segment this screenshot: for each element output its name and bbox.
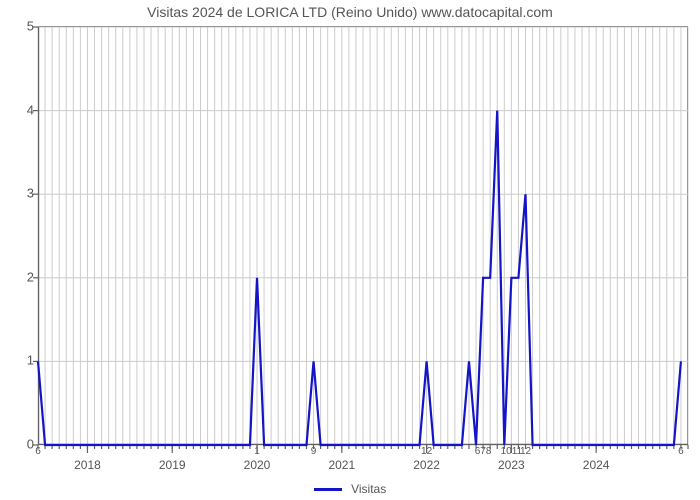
- x-value-label: 678: [475, 446, 492, 457]
- x-value-label: 12: [520, 446, 531, 457]
- x-year-label: 2024: [583, 458, 610, 472]
- y-tick-label: 5: [4, 19, 34, 34]
- x-year-label: 2022: [413, 458, 440, 472]
- x-value-label: 1: [254, 446, 260, 457]
- legend-swatch: [314, 488, 342, 491]
- x-value-label: 9: [311, 446, 317, 457]
- legend: Visitas: [0, 482, 700, 496]
- y-tick-label: 0: [4, 437, 34, 452]
- x-year-label: 2020: [244, 458, 271, 472]
- x-value-label: 1011: [501, 446, 523, 457]
- chart-title: Visitas 2024 de LORICA LTD (Reino Unido)…: [0, 4, 700, 20]
- y-tick-label: 2: [4, 269, 34, 284]
- x-year-label: 2019: [159, 458, 186, 472]
- x-value-label: 6: [678, 446, 684, 457]
- x-value-label: 12: [421, 446, 432, 457]
- legend-label: Visitas: [351, 482, 386, 496]
- y-tick-label: 3: [4, 186, 34, 201]
- x-year-label: 2021: [328, 458, 355, 472]
- chart-svg: [38, 27, 688, 445]
- y-tick-label: 4: [4, 102, 34, 117]
- x-year-label: 2023: [498, 458, 525, 472]
- y-tick-label: 1: [4, 353, 34, 368]
- x-year-label: 2018: [74, 458, 101, 472]
- x-value-label: 6: [35, 446, 41, 457]
- plot-area: [38, 26, 688, 444]
- visits-chart: Visitas 2024 de LORICA LTD (Reino Unido)…: [0, 0, 700, 500]
